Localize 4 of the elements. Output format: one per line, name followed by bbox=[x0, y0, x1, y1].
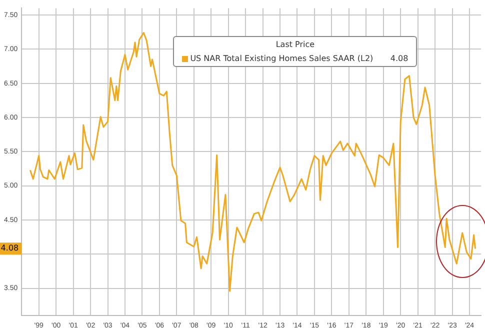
legend-title: Last Price bbox=[274, 40, 316, 50]
annotation: 4.08 bbox=[390, 54, 408, 64]
text: 4.08 bbox=[0, 244, 19, 253]
legend-label: US NAR Total Existing Homes Sales SAAR (L2) bbox=[190, 54, 374, 64]
